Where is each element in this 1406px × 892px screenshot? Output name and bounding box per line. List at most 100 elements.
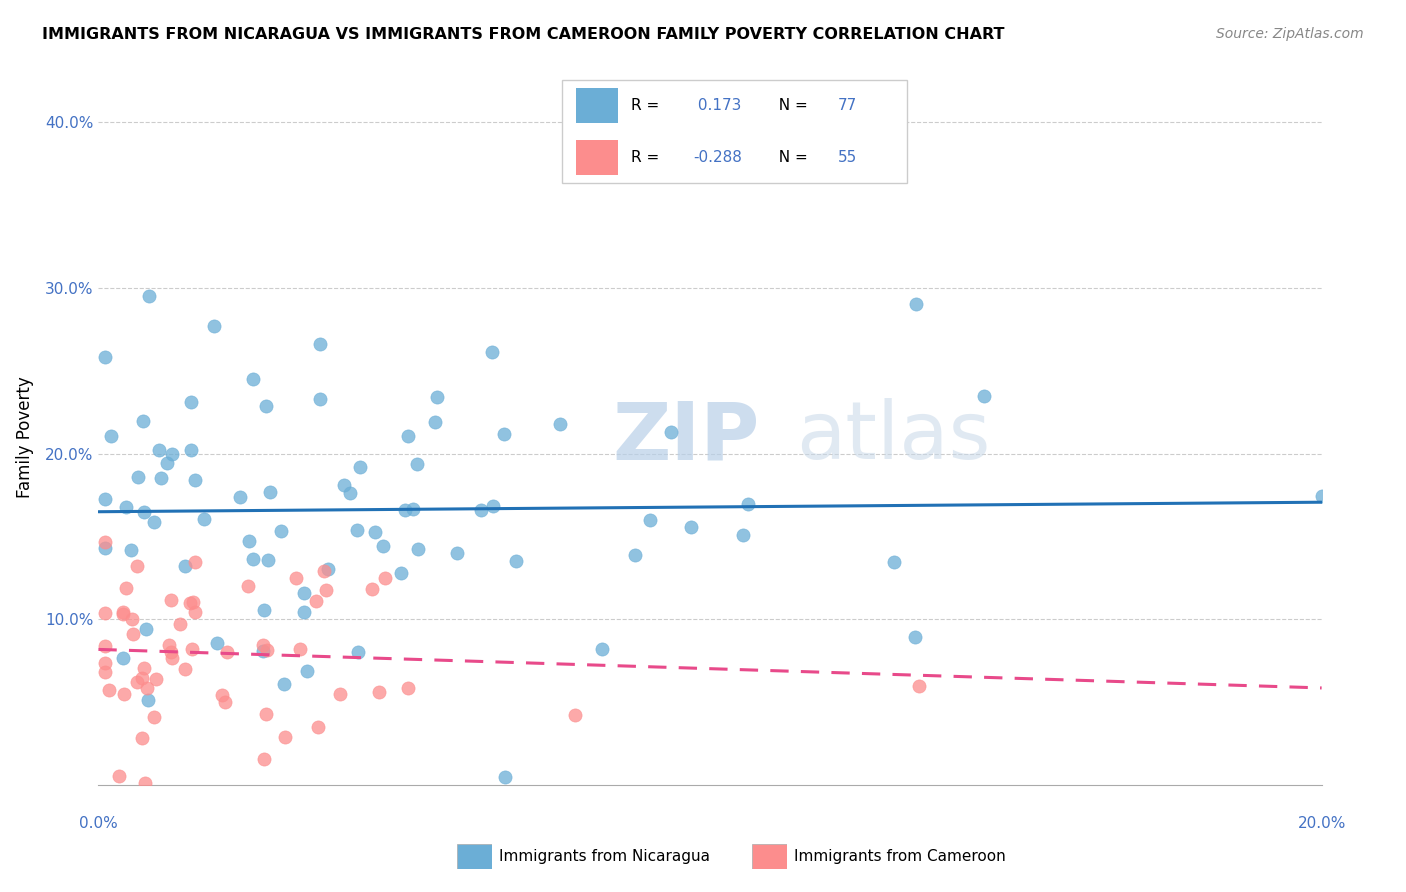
Point xyxy=(494,426,516,441)
Point xyxy=(396,681,419,695)
Point xyxy=(160,645,183,659)
Point xyxy=(215,645,238,659)
Point xyxy=(309,337,332,351)
Point xyxy=(127,470,149,484)
Y-axis label: Family Poverty: Family Poverty xyxy=(15,376,34,498)
Text: N =: N = xyxy=(769,150,813,165)
Point xyxy=(737,497,759,511)
Point xyxy=(181,595,204,609)
Text: 20.0%: 20.0% xyxy=(1298,816,1346,831)
Point xyxy=(396,429,419,443)
Point xyxy=(112,605,135,619)
Point xyxy=(346,644,368,658)
Point xyxy=(214,695,236,709)
Point xyxy=(368,684,391,698)
Point xyxy=(205,636,228,650)
Point xyxy=(548,417,571,431)
Point xyxy=(135,681,157,695)
Point xyxy=(94,535,117,549)
Point xyxy=(731,528,754,542)
Point xyxy=(470,502,492,516)
Point xyxy=(252,639,274,653)
Text: atlas: atlas xyxy=(796,398,990,476)
Point xyxy=(180,395,202,409)
Text: Immigrants from Nicaragua: Immigrants from Nicaragua xyxy=(499,849,710,863)
Point xyxy=(252,644,274,658)
Point xyxy=(93,639,115,653)
Point xyxy=(157,638,180,652)
Point xyxy=(494,770,516,784)
Point xyxy=(132,661,155,675)
Text: 0.0%: 0.0% xyxy=(79,816,118,831)
Point xyxy=(285,570,308,584)
Point xyxy=(112,651,135,665)
Point xyxy=(270,524,292,539)
Point xyxy=(93,492,115,507)
Text: N =: N = xyxy=(769,98,813,113)
Point xyxy=(408,542,430,557)
Point xyxy=(131,672,153,686)
Point xyxy=(193,512,215,526)
Point xyxy=(274,731,297,745)
Point xyxy=(93,541,115,556)
Point xyxy=(371,539,394,553)
Point xyxy=(98,683,121,698)
Point xyxy=(131,731,153,745)
Point xyxy=(115,500,138,515)
Point xyxy=(202,318,225,333)
Point xyxy=(973,389,995,403)
Point xyxy=(184,555,207,569)
Point xyxy=(138,289,160,303)
Point xyxy=(659,425,682,439)
Point xyxy=(256,642,278,657)
Point xyxy=(333,478,356,492)
Point xyxy=(505,554,527,568)
Point xyxy=(883,555,905,569)
Point xyxy=(305,594,328,608)
Text: 0.173: 0.173 xyxy=(693,98,742,113)
Point xyxy=(253,752,276,766)
Text: R =: R = xyxy=(631,98,665,113)
Point xyxy=(309,392,332,407)
Point xyxy=(136,693,159,707)
Point xyxy=(94,351,117,365)
Point xyxy=(238,533,260,548)
Point xyxy=(149,470,172,484)
Point xyxy=(315,582,337,597)
Text: Source: ZipAtlas.com: Source: ZipAtlas.com xyxy=(1216,27,1364,41)
Point xyxy=(339,485,361,500)
Point xyxy=(132,414,155,428)
Point xyxy=(160,651,183,665)
Point xyxy=(389,566,412,581)
Point xyxy=(121,626,143,640)
Point xyxy=(143,710,166,724)
Text: ZIP: ZIP xyxy=(612,398,759,476)
Text: IMMIGRANTS FROM NICARAGUA VS IMMIGRANTS FROM CAMEROON FAMILY POVERTY CORRELATION: IMMIGRANTS FROM NICARAGUA VS IMMIGRANTS … xyxy=(42,27,1005,42)
Point xyxy=(257,553,280,567)
Point xyxy=(93,606,115,620)
Point xyxy=(254,706,277,721)
Point xyxy=(120,542,142,557)
Point xyxy=(112,687,135,701)
Text: 77: 77 xyxy=(838,98,858,113)
Point xyxy=(318,562,340,576)
Point xyxy=(184,473,207,487)
Point xyxy=(135,622,157,636)
Point xyxy=(329,687,352,701)
Point xyxy=(229,491,252,505)
Point xyxy=(93,656,115,670)
Point xyxy=(169,616,191,631)
Point xyxy=(254,400,277,414)
Bar xyxy=(576,140,617,175)
Point xyxy=(364,524,387,539)
Point xyxy=(679,519,702,533)
Point xyxy=(180,642,202,657)
Point xyxy=(179,596,201,610)
Point xyxy=(402,502,425,516)
Point xyxy=(143,515,166,529)
Text: -0.288: -0.288 xyxy=(693,150,742,165)
Point xyxy=(145,672,167,686)
Point xyxy=(259,485,281,500)
Point xyxy=(307,720,329,734)
Point xyxy=(425,416,447,430)
